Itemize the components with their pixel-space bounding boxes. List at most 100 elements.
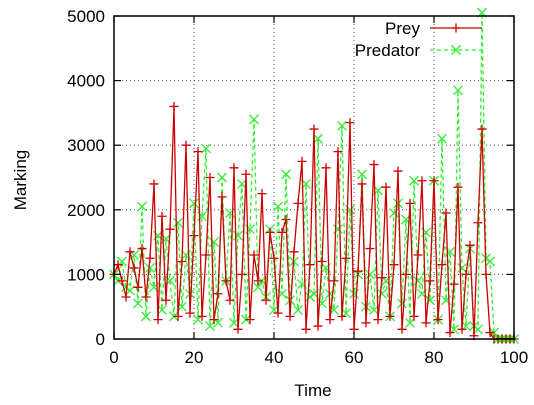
prey-point	[217, 192, 227, 202]
prey-point	[121, 292, 131, 302]
legend-marker	[451, 45, 461, 55]
predator-point	[369, 304, 379, 315]
predator-point	[337, 120, 347, 131]
prey-point	[373, 315, 383, 325]
prey-point	[289, 247, 299, 257]
prey-point	[153, 315, 163, 325]
prey-point	[161, 295, 171, 305]
prey-point	[381, 182, 391, 192]
prey-point	[433, 315, 443, 325]
predator-point	[333, 224, 343, 235]
prey-point	[261, 295, 271, 305]
prey-point	[117, 276, 127, 286]
prey-point	[481, 269, 491, 279]
predator-point	[457, 262, 467, 273]
prey-point	[193, 147, 203, 157]
prey-point	[449, 279, 459, 289]
prey-point	[405, 198, 415, 208]
prey-point	[133, 282, 143, 292]
prey-point	[389, 260, 399, 270]
prey-point	[273, 308, 283, 318]
predator-point	[357, 169, 367, 180]
predator-point	[273, 201, 283, 212]
predator-point	[365, 269, 375, 280]
prey-point	[197, 311, 207, 321]
predator-point	[229, 317, 239, 328]
predator-point	[389, 208, 399, 218]
prey-point	[357, 179, 367, 189]
prey-point	[181, 140, 191, 150]
legend-label: Predator	[355, 41, 421, 60]
prey-point	[205, 173, 215, 182]
prey-point	[409, 311, 419, 321]
prey-point	[425, 276, 435, 286]
prey-point	[321, 163, 331, 173]
y-tick-label: 4000	[67, 72, 105, 91]
prey-point	[333, 147, 343, 157]
predator-point	[313, 133, 323, 144]
y-tick-label: 0	[96, 330, 105, 349]
x-tick-label: 100	[500, 348, 528, 367]
y-tick-label: 2000	[67, 201, 105, 220]
prey-point	[485, 328, 495, 338]
predator-point	[425, 295, 435, 306]
predator-point	[209, 237, 219, 248]
prey-point	[265, 227, 275, 237]
prey-point	[453, 182, 463, 192]
prey-point	[277, 227, 287, 237]
prey-point	[309, 124, 319, 134]
prey-point	[305, 260, 315, 270]
prey-point	[361, 318, 371, 328]
prey-point	[417, 176, 427, 186]
prey-point	[113, 260, 123, 270]
prey-point	[177, 256, 187, 266]
prey-point	[129, 263, 139, 273]
plot-frame	[113, 15, 515, 340]
prey-point	[465, 240, 475, 250]
predator-point	[397, 298, 407, 309]
legend-label: Prey	[385, 19, 420, 38]
predator-point	[281, 169, 291, 180]
prey-point	[473, 218, 483, 228]
y-tick-label: 3000	[67, 136, 105, 155]
prey-point	[185, 308, 195, 318]
prey-point	[249, 250, 259, 260]
predator-point	[409, 175, 419, 186]
prey-point	[369, 160, 379, 170]
prey-point	[209, 315, 219, 325]
predator-point	[285, 295, 295, 306]
prey-point	[429, 176, 439, 186]
predator-point	[437, 133, 447, 144]
y-tick-label: 1000	[67, 265, 105, 284]
prey-point	[345, 118, 355, 128]
prey-point	[317, 256, 327, 266]
prey-point	[137, 244, 147, 254]
legend-marker	[451, 23, 461, 33]
prey-point	[213, 289, 223, 299]
prey-point	[445, 328, 455, 338]
predator-point	[253, 282, 263, 293]
prey-point	[145, 253, 155, 263]
prey-point	[245, 315, 255, 325]
prey-point	[281, 214, 291, 224]
predator-series	[109, 7, 519, 344]
prey-point	[285, 311, 295, 321]
predator-point	[485, 256, 495, 267]
prey-point	[329, 276, 339, 286]
prey-point	[225, 295, 235, 305]
prey-point	[437, 260, 447, 270]
prey-point	[461, 269, 471, 279]
prey-point	[421, 318, 431, 328]
legend-item-prey: Prey	[385, 19, 482, 38]
prey-point	[457, 324, 467, 334]
predator-point	[141, 311, 151, 322]
prey-point	[221, 276, 231, 286]
predator-point	[377, 288, 387, 299]
prey-point	[201, 250, 211, 260]
prey-point	[257, 189, 267, 199]
plot-area	[109, 7, 519, 344]
x-axis-label: Time	[294, 381, 331, 400]
x-tick-label: 40	[265, 348, 284, 367]
legend-item-predator: Predator	[355, 41, 482, 60]
